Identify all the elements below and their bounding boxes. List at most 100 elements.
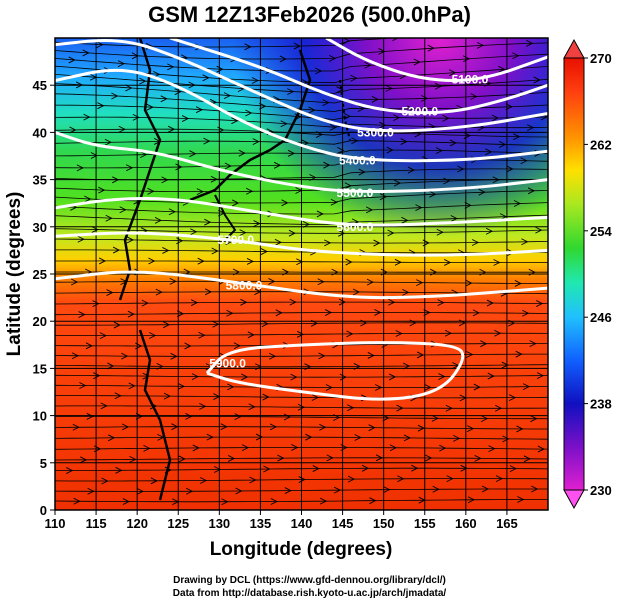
wind-arrow [82, 49, 90, 57]
contour-5800 [55, 270, 548, 300]
wind-arrow [143, 444, 151, 452]
wind-arrow [198, 331, 206, 339]
wind-arrow [213, 466, 222, 473]
wind-arrow [141, 299, 149, 307]
wind-arrow [509, 465, 517, 472]
wind-arrow [171, 423, 179, 431]
wind-arrow [66, 467, 74, 474]
wind-arrow [129, 455, 137, 463]
wind-arrow [203, 137, 211, 145]
credit-drawing: Drawing by DCL (https://www.gfd-dennou.o… [173, 575, 446, 586]
wind-arrow [238, 149, 246, 157]
wind-arrow [167, 125, 176, 133]
wind-arrow [527, 124, 535, 132]
wind-arrow [86, 413, 94, 420]
wind-arrow [385, 84, 393, 92]
wind-arrow [241, 373, 249, 381]
wind-arrow [537, 445, 545, 453]
wind-arrow [195, 106, 204, 114]
wind-arrow [186, 487, 194, 495]
wind-arrow [494, 329, 502, 337]
wind-arrow [491, 114, 499, 122]
wind-arrow [90, 152, 98, 159]
wind-arrow [204, 218, 212, 226]
wind-arrow [191, 373, 199, 381]
wind-arrow [401, 216, 409, 224]
wind-arrow [342, 38, 351, 45]
wind-arrow [244, 43, 252, 51]
wind-arrow [79, 382, 87, 389]
wind-arrow [142, 372, 150, 380]
wind-arrow [275, 309, 283, 317]
wind-arrow [416, 351, 425, 359]
wind-arrow [441, 38, 444, 39]
wind-arrow [204, 288, 213, 296]
y-tick-label: 35 [33, 173, 47, 188]
wind-arrow [227, 383, 235, 391]
wind-arrow [373, 239, 381, 247]
wind-arrow [345, 258, 353, 266]
wind-arrow [374, 309, 382, 316]
wind-arrow [291, 444, 299, 451]
wind-arrow [317, 278, 325, 286]
wind-arrow [383, 486, 391, 494]
wind-arrow [473, 383, 481, 391]
wind-arrow [154, 216, 163, 224]
contour-label: 5800.0 [226, 278, 263, 292]
wind-arrow [427, 44, 435, 52]
wind-arrow [432, 485, 440, 493]
wind-arrow [387, 229, 395, 237]
wind-arrow [98, 257, 107, 265]
wind-arrow [474, 454, 482, 462]
wind-arrow [245, 109, 253, 117]
wind-arrow [262, 393, 270, 401]
wind-arrow [403, 434, 411, 442]
wind-arrow [131, 52, 139, 60]
wind-arrow [429, 190, 437, 198]
wind-arrow [329, 123, 338, 131]
wind-arrow [281, 199, 289, 207]
wind-arrow [136, 487, 144, 495]
wind-arrow [536, 372, 545, 380]
wind-arrow [354, 434, 362, 441]
height-contours: 5100.0 5200.0 5300.0 5400.0 5500.0 5600.0 5700… [55, 38, 548, 401]
wind-arrow [480, 340, 488, 348]
wind-arrow [296, 330, 305, 338]
x-tick-label: 140 [291, 516, 313, 531]
contour-5200 [169, 38, 548, 115]
colorbar-max-triangle [563, 38, 585, 59]
wind-arrow [526, 39, 534, 47]
wind-arrow [488, 445, 496, 452]
wind-arrow [160, 95, 168, 103]
wind-arrow [379, 193, 388, 201]
x-axis-label: Longitude (degrees) [210, 539, 393, 560]
wind-arrow [288, 229, 296, 237]
wind-arrow [234, 413, 242, 421]
wind-arrow [125, 84, 133, 92]
y-tick-label: 45 [33, 78, 47, 93]
wind-arrow [480, 415, 489, 423]
wind-arrow [442, 114, 450, 122]
y-axis-label: Latitude (degrees) [4, 192, 25, 357]
wind-arrow [85, 342, 93, 350]
wind-arrow [77, 235, 85, 243]
wind-arrow [220, 423, 228, 431]
wind-arrow [149, 332, 157, 339]
wind-arrow [346, 330, 354, 338]
wind-arrow [96, 41, 104, 49]
wind-arrow [498, 65, 506, 73]
wind-arrow [100, 402, 108, 410]
wind-arrow [478, 188, 486, 196]
wind-arrow [513, 133, 521, 141]
wind-arrow [411, 464, 419, 472]
wind-arrow [339, 373, 347, 381]
wind-arrow [318, 352, 326, 360]
wind-arrow [522, 309, 530, 317]
wind-arrow [324, 239, 332, 247]
wind-arrow [126, 236, 135, 244]
wind-arrow [241, 444, 250, 451]
wind-arrow [78, 311, 86, 318]
wind-arrow [407, 166, 416, 174]
wind-arrow [150, 477, 158, 485]
